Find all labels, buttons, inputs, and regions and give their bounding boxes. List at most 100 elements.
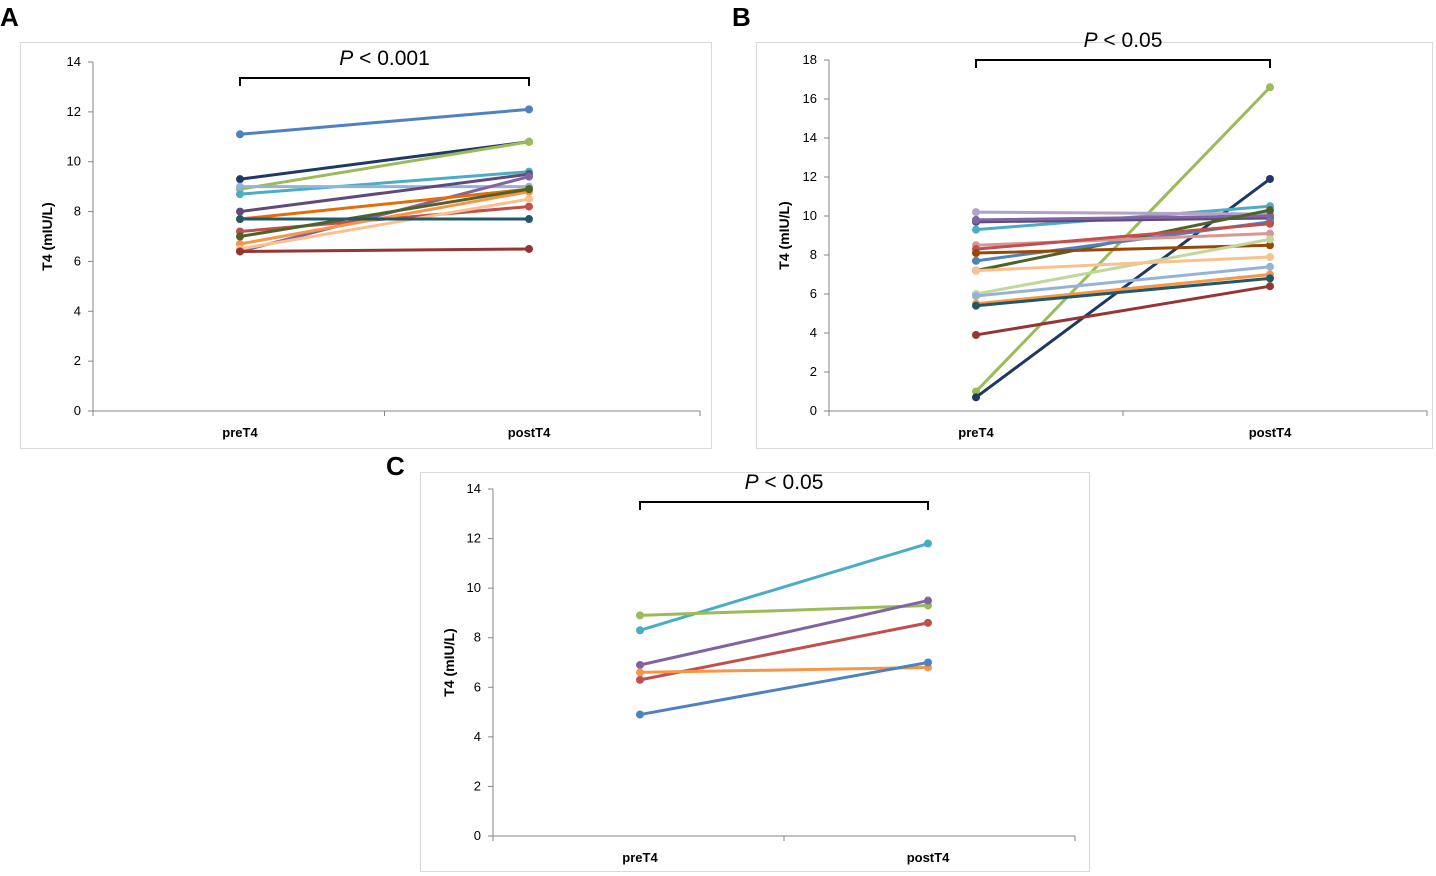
chart-panel-b: 0 2 4 6 8 10 12 14 16 18 preT4 postT4 T4 (mIU/L) P < … [776,29,1428,440]
data-point-pre [636,611,644,620]
data-point-pre [636,675,644,684]
y-tick-label: 12 [803,169,817,184]
y-tick-label: 2 [474,778,481,793]
y-tick-label: 4 [74,303,81,318]
series-line [238,197,531,251]
series-line [974,237,1272,296]
y-tick-label: 8 [74,204,81,219]
series-line [238,247,531,253]
series-line [238,107,531,136]
series-line [238,172,531,214]
series-line [974,210,1272,216]
data-point-pre [972,387,980,396]
data-point-pre [972,393,980,402]
p-value-rest: < 0.05 [1098,29,1163,52]
data-point-post [525,202,533,211]
data-point-post [924,539,932,548]
data-point-pre [236,190,244,199]
data-point-pre [236,175,244,184]
data-point-post [1266,252,1274,261]
x-category-label: postT4 [907,850,950,865]
chart-panel-c: 0 2 4 6 8 10 12 14 preT4 postT4 T4 (mIU/L) P < 0.05 [441,471,1076,865]
series-line [638,542,930,632]
p-value-rest: < 0.001 [353,47,429,70]
data-point-post [1266,282,1274,291]
data-point-pre [236,182,244,191]
data-point-pre [236,130,244,139]
y-tick-label: 10 [803,208,817,223]
x-category-label: preT4 [958,425,994,440]
y-tick-label: 10 [467,580,481,595]
panel-a-frame [20,42,712,449]
y-tick-label: 6 [74,253,81,268]
y-tick-label: 4 [810,325,817,340]
data-point-post [924,658,932,667]
data-point-post [924,596,932,605]
series-line [974,284,1272,337]
x-category-label: postT4 [508,425,551,440]
y-axis-label: T4 (mIU/L) [441,628,457,696]
p-value-label: P < 0.05 [745,471,824,494]
p-value-label: P < 0.05 [1084,29,1163,52]
series-line [974,243,1272,255]
y-tick-label: 2 [810,364,817,379]
series-line [974,265,1272,298]
significance-bracket [975,59,1271,68]
series-line [638,603,930,617]
data-point-post [525,215,533,224]
p-value-italic: P [1084,29,1098,52]
data-point-pre [972,225,980,234]
series-line [974,276,1272,308]
y-tick-label: 10 [67,154,81,169]
data-point-post [1266,262,1274,271]
series-line [974,255,1272,273]
data-point-post [525,137,533,146]
y-tick-label: 14 [67,54,81,69]
p-value-italic: P [339,47,353,70]
data-point-pre [972,249,980,258]
data-point-post [1266,219,1274,228]
data-point-post [1266,229,1274,238]
data-point-pre [236,207,244,216]
series-line [974,214,1272,222]
data-point-post [525,105,533,114]
panel-letter-c: C [386,451,405,481]
data-point-post [525,195,533,204]
data-point-pre [972,291,980,300]
y-tick-label: 0 [810,403,817,418]
panel-c-frame [420,472,1090,872]
data-point-post [1266,212,1274,220]
y-tick-label: 8 [810,247,817,262]
series-line [238,170,531,196]
significance-bracket [639,501,929,510]
data-point-pre [972,215,980,224]
y-tick-label: 0 [74,403,81,418]
series-line [638,599,930,667]
data-point-pre [972,330,980,339]
data-point-post [1266,174,1274,183]
series-line [974,273,1272,306]
data-point-pre [236,215,244,224]
panel-letter-b: B [732,2,751,32]
y-tick-label: 8 [474,630,481,645]
x-category-label: preT4 [622,850,658,865]
y-tick-label: 4 [474,729,481,744]
y-tick-label: 6 [474,679,481,694]
x-category-label: postT4 [1249,425,1292,440]
series-line [974,216,1272,224]
panel-letter-a: A [0,2,19,32]
series-line [974,222,1272,251]
data-point-post [1266,235,1274,244]
series-line [238,187,531,238]
data-point-pre [236,232,244,241]
data-point-pre [636,710,644,719]
data-point-pre [972,256,980,265]
series-line [238,187,531,221]
chart-panel-a: 0 2 4 6 8 10 12 14 preT4 postT4 T4 (mIU/L) P < 0.00… [39,47,701,440]
data-point-post [525,185,533,194]
series-line [638,665,930,674]
data-point-pre [972,208,980,217]
data-point-pre [972,266,980,275]
series-line [238,140,531,191]
